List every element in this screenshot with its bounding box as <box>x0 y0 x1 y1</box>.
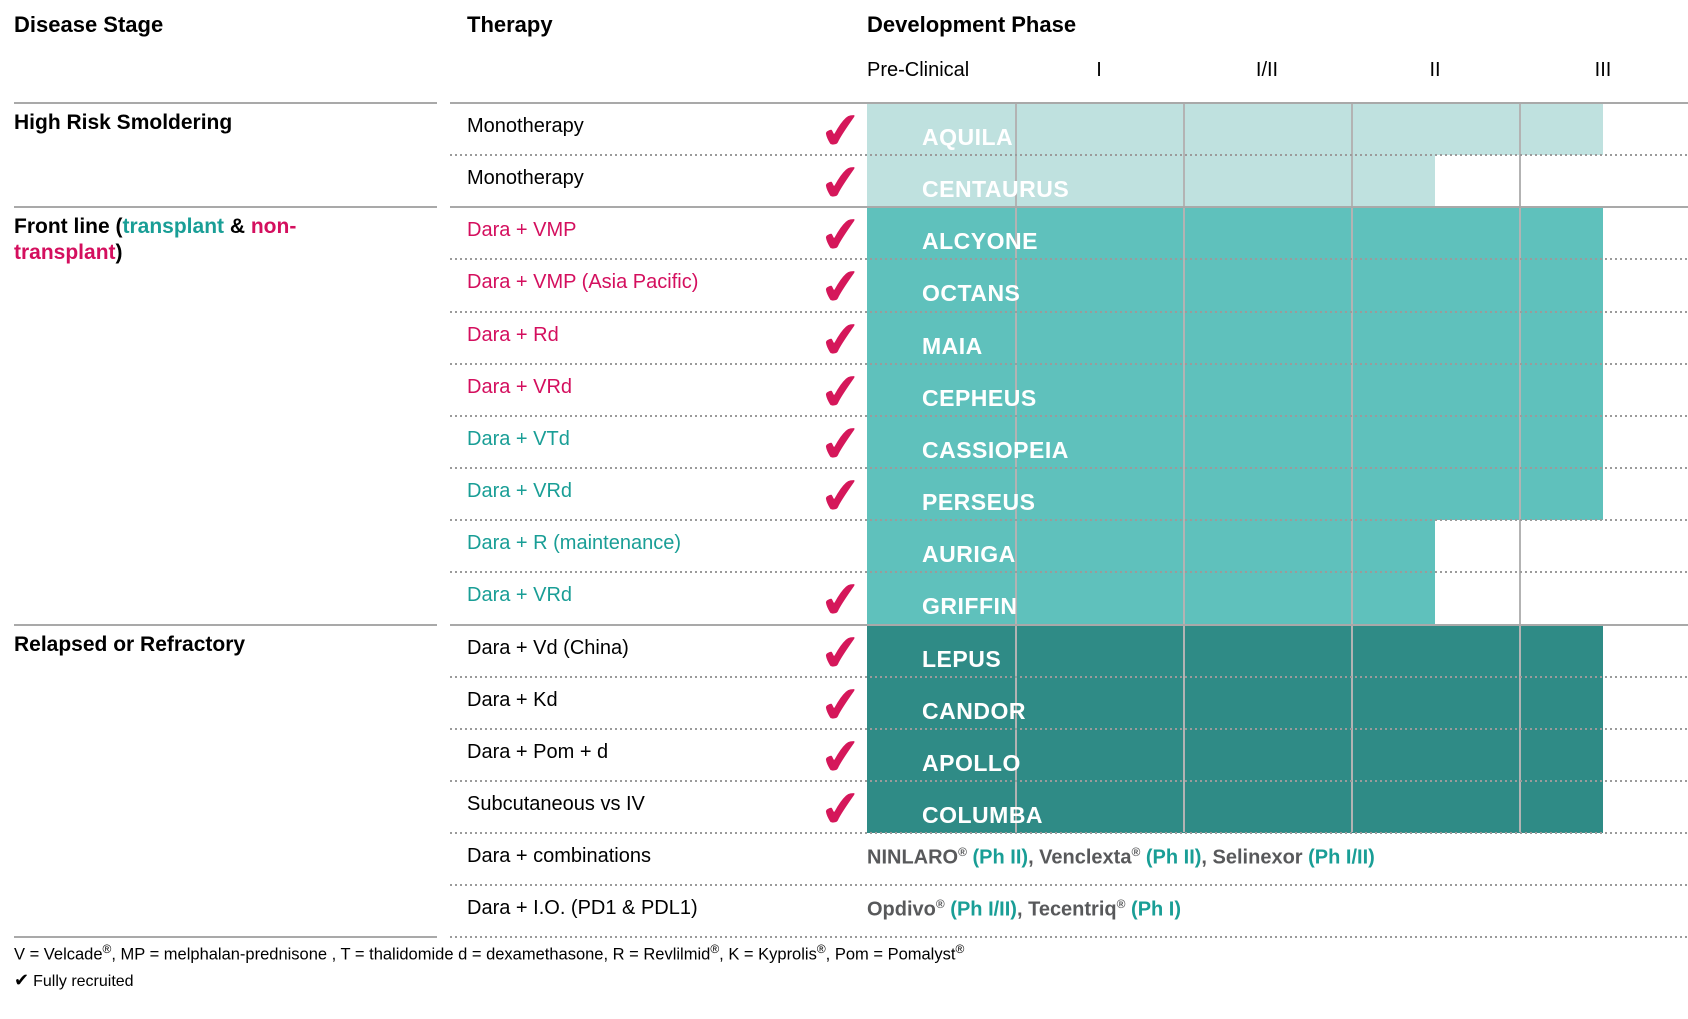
therapy-label: Dara + R (maintenance) <box>467 532 681 555</box>
therapy-label: Dara + VMP (Asia Pacific) <box>467 271 699 294</box>
trial-label-centaurus: CENTAURUS <box>922 176 1070 203</box>
therapy-label: Monotherapy <box>467 167 584 190</box>
partner-drug-annotation: NINLARO® (Ph II), Venclexta® (Ph II), Se… <box>867 845 1375 869</box>
section-divider-line <box>14 936 437 939</box>
therapy-label: Dara + VTd <box>467 427 570 450</box>
therapy-label: Dara + I.O. (PD1 & PDL1) <box>467 897 698 920</box>
trial-label-alcyone: ALCYONE <box>922 228 1038 255</box>
disease-stage-front-line: Front line (transplant & non-transplant) <box>14 215 297 265</box>
disease-stage-high-risk-smoldering: High Risk Smoldering <box>14 111 233 134</box>
phase-label-ii: II <box>1429 59 1441 81</box>
trial-label-apollo: APOLLO <box>922 749 1021 776</box>
disease-stage-relapsed-or-refractory: Relapsed or Refractory <box>14 632 246 656</box>
phase-label-pre-clinical: Pre-Clinical <box>867 59 970 81</box>
column-header-disease-stage: Disease Stage <box>14 12 164 37</box>
trial-bar-candor <box>867 675 1603 729</box>
therapy-label: Monotherapy <box>467 115 584 137</box>
recruited-check-icon: ✔ <box>817 413 865 474</box>
section-divider-line <box>14 623 437 626</box>
abbreviation-footnote: V = Velcade®, MP = melphalan-prednisone … <box>14 942 965 964</box>
partner-drug-annotation: Opdivo® (Ph I/II), Tecentriq® (Ph I) <box>867 897 1182 921</box>
recruited-check-icon: ✔ <box>817 309 865 370</box>
section-divider-line <box>450 623 1688 626</box>
phase-label-iii: III <box>1594 59 1612 81</box>
row-separator-line <box>450 414 1688 417</box>
trial-bar-octans <box>867 258 1603 312</box>
section-divider-line <box>14 102 437 104</box>
trial-bar-griffin <box>867 571 1435 624</box>
trial-bar-maia <box>867 310 1603 364</box>
trial-bar-auriga <box>867 519 1435 572</box>
column-header-development-phase: Development Phase <box>867 12 1077 37</box>
trial-label-octans: OCTANS <box>922 280 1021 307</box>
therapy-label: Dara + combinations <box>467 845 651 868</box>
fully-recruited-legend: ✔ Fully recruited <box>14 970 134 991</box>
section-divider-line <box>14 206 437 209</box>
row-separator-line <box>450 258 1688 261</box>
recruited-check-icon: ✔ <box>817 674 865 735</box>
trial-bar-lepus <box>867 623 1603 677</box>
trial-bar-alcyone <box>867 206 1603 259</box>
checkmark-icon: ✔ <box>14 970 30 990</box>
trial-label-auriga: AURIGA <box>922 541 1016 568</box>
trial-bar-columba <box>867 779 1603 833</box>
therapy-label: Dara + Vd (China) <box>467 636 629 659</box>
section-divider-line <box>450 206 1688 209</box>
trial-label-aquila: AQUILA <box>922 124 1014 150</box>
recruited-check-icon: ✔ <box>817 153 865 214</box>
recruited-check-icon: ✔ <box>817 257 865 318</box>
therapy-label: Dara + VRd <box>467 480 573 503</box>
recruited-check-icon: ✔ <box>817 100 865 162</box>
therapy-label: Dara + Rd <box>467 323 559 346</box>
trial-label-lepus: LEPUS <box>922 645 1002 672</box>
phase-label-i: I <box>1096 59 1102 81</box>
trial-bar-cepheus <box>867 362 1603 416</box>
trial-label-perseus: PERSEUS <box>922 489 1036 516</box>
trial-bar-centaurus <box>867 154 1435 207</box>
row-separator-line <box>450 154 1688 157</box>
section-divider-line <box>450 102 1688 104</box>
recruited-check-icon: ✔ <box>817 726 865 787</box>
trial-label-griffin: GRIFFIN <box>922 593 1018 620</box>
row-separator-line <box>450 884 1688 887</box>
recruited-check-icon: ✔ <box>817 205 865 266</box>
trial-bar-cassiopeia <box>867 414 1603 468</box>
row-separator-line <box>450 571 1688 574</box>
row-separator-line <box>450 467 1688 470</box>
phase-label-i-ii: I/II <box>1255 59 1279 81</box>
therapy-label: Dara + VRd <box>467 584 573 607</box>
recruited-check-icon: ✔ <box>817 570 865 631</box>
trial-label-cassiopeia: CASSIOPEIA <box>922 436 1069 463</box>
row-separator-line <box>450 936 1688 939</box>
trial-label-candor: CANDOR <box>922 697 1026 724</box>
therapy-label: Subcutaneous vs IV <box>467 792 645 815</box>
recruited-check-icon: ✔ <box>817 622 865 683</box>
therapy-label: Dara + VRd <box>467 375 573 398</box>
trial-label-columba: COLUMBA <box>922 801 1044 828</box>
recruited-check-icon: ✔ <box>817 778 865 839</box>
trial-bar-perseus <box>867 467 1603 520</box>
row-separator-line <box>450 832 1688 835</box>
trial-bar-apollo <box>867 727 1603 781</box>
row-separator-line <box>450 362 1688 365</box>
trial-bar-aquila <box>867 102 1603 155</box>
therapy-label: Dara + VMP <box>467 219 577 242</box>
therapy-label: Dara + Pom + d <box>467 740 609 763</box>
row-separator-line <box>450 310 1688 313</box>
row-separator-line <box>450 519 1688 522</box>
row-separator-line <box>450 727 1688 730</box>
trial-label-cepheus: CEPHEUS <box>922 384 1037 411</box>
legend-label: Fully recruited <box>33 973 134 990</box>
recruited-check-icon: ✔ <box>817 466 865 527</box>
trial-label-maia: MAIA <box>922 332 983 359</box>
therapy-label: Dara + Kd <box>467 688 558 711</box>
row-separator-line <box>450 675 1688 678</box>
recruited-check-icon: ✔ <box>817 361 865 422</box>
column-header-therapy: Therapy <box>467 12 553 37</box>
row-separator-line <box>450 779 1688 782</box>
